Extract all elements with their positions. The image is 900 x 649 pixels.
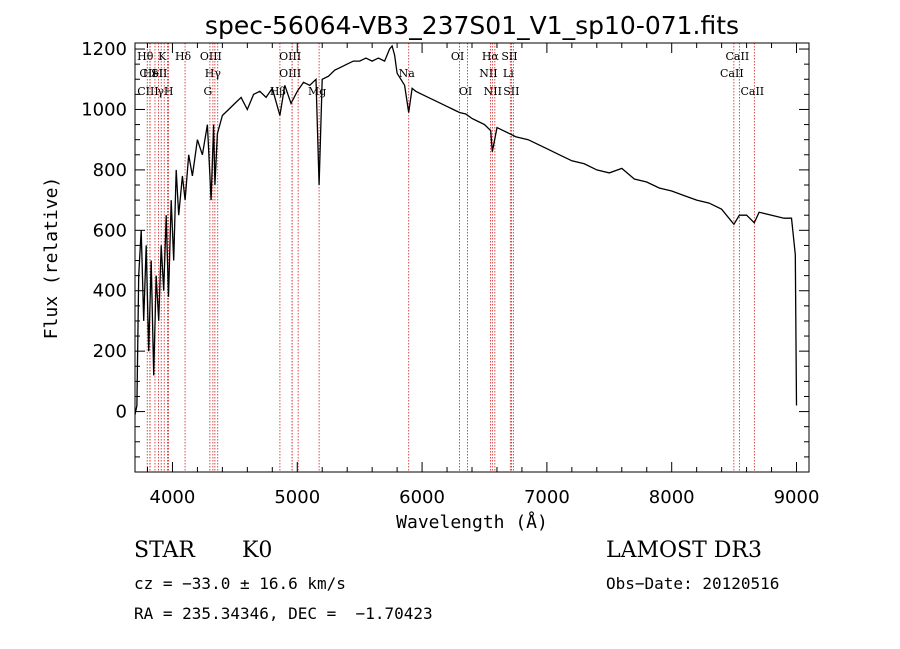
y-tick-label-6: 1200: [81, 39, 127, 60]
observation-date: Obs−Date: 20120516: [606, 574, 780, 593]
plot-frame: [134, 42, 810, 473]
y-tick-label-3: 600: [93, 220, 127, 241]
x-tick-label-4: 8000: [649, 487, 695, 508]
line-label-6: K: [158, 50, 167, 63]
x-axis-ticks: 4000 5000 6000 7000 8000 9000: [146, 43, 820, 508]
y-tick-label-2: 400: [93, 281, 127, 302]
redshift-velocity: cz = −33.0 ± 16.6 km/s: [134, 574, 346, 593]
line-label-15: OIII: [279, 50, 301, 63]
y-axis-label: Flux (relative): [41, 177, 62, 340]
line-label-24: NII: [484, 85, 502, 98]
line-label-28: CaII: [720, 67, 744, 80]
line-label-3: HeI: [143, 67, 163, 80]
object-class: STAR: [134, 538, 195, 563]
flux-series-line: [134, 44, 798, 415]
line-label-0: Hθ: [137, 50, 154, 63]
line-label-30: CaII: [740, 85, 764, 98]
y-axis-ticks: 0 200 400 600 800 1000 1200: [81, 39, 809, 458]
y-tick-label-4: 800: [93, 160, 127, 181]
line-label-21: OI: [459, 85, 472, 98]
line-label-5: SII: [151, 67, 167, 80]
x-tick-label-0: 4000: [150, 487, 196, 508]
line-label-25: Li: [503, 67, 514, 80]
x-tick-label-1: 5000: [274, 487, 320, 508]
line-label-16: OIII: [279, 67, 301, 80]
line-label-27: SII: [503, 85, 519, 98]
y-tick-label-5: 1000: [81, 99, 127, 120]
line-label-26: SII: [501, 50, 517, 63]
spectral-line-labels: HθCIICIIIHeISIIKγHHδGOIIIHγHβOIIIOIIIMgN…: [137, 50, 764, 98]
object-subclass: K0: [242, 538, 273, 563]
line-label-12: Hγ: [205, 67, 222, 80]
line-label-2: CIII: [137, 85, 158, 98]
y-tick-label-1: 200: [93, 341, 127, 362]
line-label-23: Hα: [482, 50, 500, 63]
x-axis-label: Wavelength (Å): [396, 511, 548, 533]
x-tick-label-2: 6000: [399, 487, 445, 508]
line-label-7: γH: [157, 85, 173, 98]
coordinates: RA = 235.34346, DEC = −1.70423: [134, 604, 433, 623]
line-label-19: Na: [399, 67, 416, 80]
line-label-22: NII: [479, 67, 497, 80]
survey-name: LAMOST DR3: [606, 538, 762, 563]
spectral-line-markers: [146, 43, 755, 472]
x-tick-label-5: 9000: [774, 487, 820, 508]
y-tick-label-0: 0: [116, 402, 127, 423]
line-label-10: G: [203, 85, 212, 98]
line-label-11: OIII: [200, 50, 222, 63]
x-tick-label-3: 7000: [524, 487, 570, 508]
line-label-9: Hδ: [175, 50, 192, 63]
line-label-20: OI: [451, 50, 464, 63]
line-label-29: CaII: [726, 50, 750, 63]
line-label-1: CII: [139, 67, 156, 80]
chart-title: spec-56064-VB3_237S01_V1_sp10-071.fits: [205, 11, 739, 40]
